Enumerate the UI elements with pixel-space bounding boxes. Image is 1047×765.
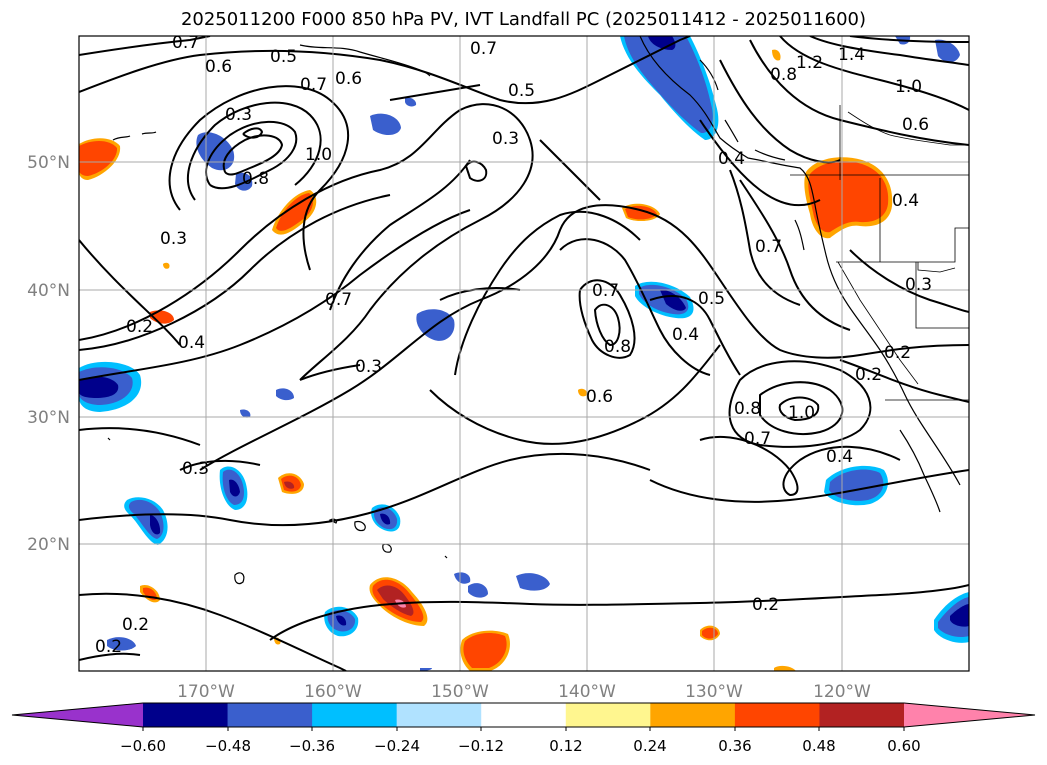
contour-label: 0.2	[122, 615, 149, 635]
contour-label: 0.2	[855, 365, 882, 385]
colorbar-segment	[650, 703, 736, 727]
contour-label: 0.7	[172, 33, 199, 53]
contour-label: 1.0	[895, 77, 922, 97]
contour-label: 0.8	[734, 399, 761, 419]
lon-label: 130°W	[685, 682, 743, 702]
contour-label: 0.6	[205, 57, 232, 77]
colorbar-tick-label: −0.48	[205, 737, 251, 755]
political-borders	[790, 105, 969, 401]
contour-label: 0.3	[492, 129, 519, 149]
positive-anomaly-patches	[79, 49, 893, 671]
contour-label: 0.7	[592, 281, 619, 301]
contour-label: 0.3	[160, 229, 187, 249]
lon-label: 120°W	[813, 682, 871, 702]
graticule	[79, 36, 969, 671]
colorbar-tick-label: −0.24	[374, 737, 420, 755]
colorbar-segment	[312, 703, 398, 727]
colorbar-tick-label: 0.36	[718, 737, 751, 755]
contour-label: 0.8	[604, 337, 631, 357]
contour-label: 1.0	[788, 403, 815, 423]
contour-label: 0.6	[335, 69, 362, 89]
contour-label: 0.7	[470, 39, 497, 59]
lon-label: 140°W	[558, 682, 616, 702]
contour-label: 0.7	[755, 237, 782, 257]
lat-label: 20°N	[27, 535, 70, 555]
contour-label: 0.7	[744, 429, 771, 449]
contour-label: 0.2	[95, 637, 122, 657]
contour-label: 0.8	[242, 169, 269, 189]
colorbar-tick-label: 0.48	[802, 737, 835, 755]
colorbar-segment	[143, 703, 229, 727]
colorbar-segments	[12, 703, 1035, 727]
lat-label: 30°N	[27, 408, 70, 428]
contour-label: 0.6	[902, 115, 929, 135]
contour-label: 0.3	[905, 275, 932, 295]
contour-label: 0.7	[300, 75, 327, 95]
lon-label: 170°W	[177, 682, 235, 702]
colorbar-tick-label: 0.12	[549, 737, 582, 755]
contour-label: 0.3	[182, 459, 209, 479]
colorbar-segment	[734, 703, 820, 727]
contour-labels: 0.7 0.6 0.5 0.7 0.6 0.3 1.0 0.8 0.2 0.7 …	[95, 33, 932, 657]
contour-label: 0.3	[225, 105, 252, 125]
contour-label: 0.2	[126, 317, 153, 337]
contour-label: 0.5	[698, 289, 725, 309]
colorbar-tick-label: 0.24	[633, 737, 666, 755]
colorbar-segment	[819, 703, 905, 727]
contour-label: 0.5	[508, 81, 535, 101]
latitude-labels: 50°N 40°N 30°N 20°N	[27, 153, 70, 555]
colorbar-tick-labels: −0.60 −0.48 −0.36 −0.24 −0.12 0.12 0.24 …	[120, 737, 921, 755]
longitude-labels: 170°W 160°W 150°W 140°W 130°W 120°W	[177, 682, 871, 702]
lon-label: 150°W	[431, 682, 489, 702]
colorbar-ticks	[142, 727, 905, 731]
contour-label: 0.6	[586, 387, 613, 407]
contour-label: 0.7	[325, 290, 352, 310]
contour-label: 0.5	[270, 47, 297, 67]
contour-label: 0.3	[355, 357, 382, 377]
colorbar: −0.60 −0.48 −0.36 −0.24 −0.12 0.12 0.24 …	[11, 702, 1036, 755]
contour-label: 0.4	[826, 447, 853, 467]
lat-label: 40°N	[27, 281, 70, 301]
map-title: 2025011200 F000 850 hPa PV, IVT Landfall…	[180, 9, 867, 30]
colorbar-tick-label: −0.12	[458, 737, 504, 755]
colorbar-segment	[565, 703, 651, 727]
contour-label: 0.4	[892, 191, 919, 211]
contour-label: 0.4	[178, 333, 205, 353]
colorbar-segment	[481, 703, 567, 727]
colorbar-tick-label: −0.60	[120, 737, 166, 755]
contour-label: 1.2	[796, 53, 823, 73]
contour-label: 1.4	[838, 45, 865, 65]
lon-label: 160°W	[304, 682, 362, 702]
map-frame	[78, 35, 970, 672]
contour-label: 0.4	[672, 325, 699, 345]
colorbar-tick-label: 0.60	[887, 737, 920, 755]
contour-label: 0.2	[752, 595, 779, 615]
colorbar-segment	[396, 703, 482, 727]
lat-label: 50°N	[27, 153, 70, 173]
colorbar-segment	[227, 703, 313, 727]
contour-label: 0.8	[770, 65, 797, 85]
colorbar-extend-low	[12, 703, 143, 727]
contour-label: 0.4	[718, 149, 745, 169]
colorbar-extend-high	[904, 703, 1035, 727]
colorbar-tick-label: −0.36	[289, 737, 335, 755]
contour-label: 1.0	[305, 145, 332, 165]
contour-label: 0.2	[884, 343, 911, 363]
